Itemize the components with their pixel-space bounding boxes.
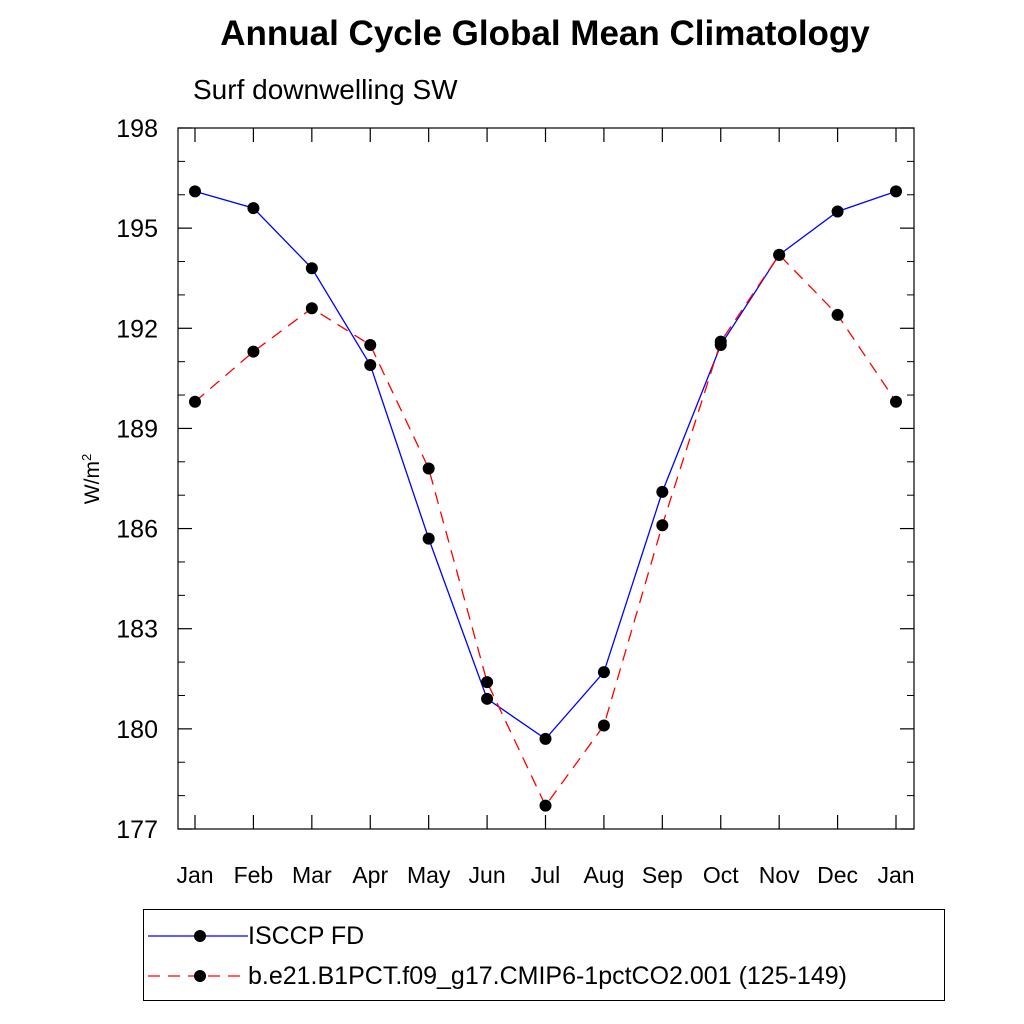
y-tick-label: 183 — [116, 616, 158, 644]
series-2-point — [247, 345, 260, 358]
series-2-point — [831, 308, 844, 321]
x-tick-label: Jul — [531, 862, 560, 888]
chart-subtitle: Surf downwelling SW — [193, 74, 458, 105]
series-2-point — [422, 462, 435, 475]
series-line-2 — [194, 253, 897, 807]
series-1-point — [305, 262, 318, 275]
series-2-point — [539, 799, 552, 812]
series-line-1 — [194, 190, 897, 740]
axes: 177 180 183 186 189 192 195 198 Jan Feb Mar Apr May J… — [116, 115, 915, 888]
series-2-point — [773, 248, 786, 261]
series-1-point — [656, 485, 669, 498]
x-tick-label: Jun — [469, 862, 506, 888]
y-tick-label: 186 — [116, 516, 158, 544]
x-tick-label: Aug — [583, 862, 624, 888]
series-1-point — [189, 185, 201, 198]
legend: ISCCP FD b.e21.B1PCT.f09_g17.CMIP6-1pctC… — [143, 909, 945, 1001]
plot-frame — [177, 127, 915, 830]
series-2-point — [364, 338, 377, 351]
series-1-point — [831, 205, 844, 218]
x-tick-label: Apr — [352, 862, 388, 888]
y-tick-label: 177 — [116, 816, 158, 844]
y-tick-label: 195 — [116, 215, 158, 243]
x-tick-label: Feb — [234, 862, 274, 888]
series-1-point — [597, 666, 610, 679]
series-2-point — [714, 335, 727, 348]
y-tick-label: 192 — [116, 315, 158, 343]
chart-title: Annual Cycle Global Mean Climatology — [220, 14, 870, 53]
legend-label-series-2: b.e21.B1PCT.f09_g17.CMIP6-1pctCO2.001 (1… — [248, 962, 847, 990]
y-tick-label: 198 — [116, 115, 158, 143]
series-layer — [189, 185, 902, 812]
y-tick-label: 189 — [116, 415, 158, 443]
series-1-point — [481, 692, 494, 705]
x-tick-label: Oct — [703, 862, 739, 888]
series-2-point — [189, 395, 201, 408]
series-1-point — [890, 185, 902, 198]
x-tick-label: Jan — [176, 862, 213, 888]
series-1-point — [247, 202, 260, 215]
series-1-point — [422, 532, 435, 545]
series-2-point — [890, 395, 902, 408]
series-2-point — [656, 519, 669, 532]
x-tick-label: Sep — [642, 862, 683, 888]
x-tick-label: May — [407, 862, 451, 888]
series-2-point — [305, 302, 318, 315]
x-tick-label: Nov — [759, 862, 800, 888]
legend-marker-series-2 — [148, 970, 248, 982]
series-1-point — [364, 359, 377, 372]
series-2-point — [481, 676, 494, 689]
x-tick-label: Mar — [292, 862, 332, 888]
legend-label-series-1: ISCCP FD — [248, 922, 365, 950]
series-2-point — [597, 719, 610, 732]
y-tick-label: 180 — [116, 716, 158, 744]
legend-marker-series-1 — [148, 930, 248, 942]
series-1-point — [539, 732, 552, 745]
x-tick-label: Jan — [877, 862, 914, 888]
x-tick-label: Dec — [817, 862, 858, 888]
